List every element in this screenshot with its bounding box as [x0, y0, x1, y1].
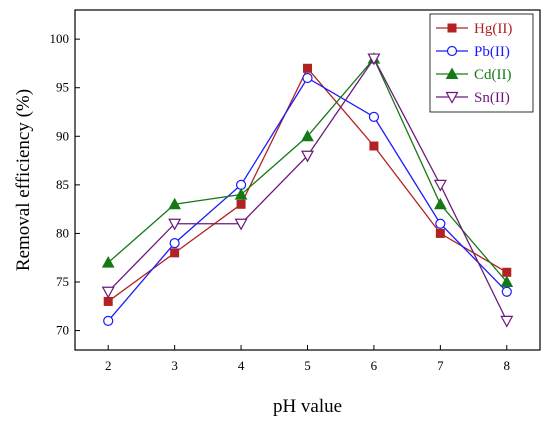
y-tick-label: 85: [56, 177, 69, 192]
data-point: [103, 315, 114, 326]
y-tick-label: 75: [56, 274, 69, 289]
data-point: [435, 218, 446, 229]
data-point: [168, 197, 181, 210]
legend-label: Pb(II): [474, 44, 510, 60]
x-tick-label: 8: [504, 358, 511, 373]
data-point: [300, 150, 315, 163]
x-tick-label: 5: [304, 358, 311, 373]
legend-entry: Hg(II): [436, 21, 512, 37]
data-point: [103, 296, 113, 306]
legend-label: Sn(II): [474, 90, 510, 106]
data-point: [369, 141, 379, 151]
legend-marker: [445, 91, 459, 104]
data-point: [236, 199, 246, 209]
data-point: [235, 179, 247, 190]
data-point: [434, 197, 447, 210]
y-tick-label: 95: [56, 80, 69, 95]
x-tick-label: 6: [371, 358, 378, 373]
x-tick-label: 7: [437, 358, 444, 373]
y-axis-title: Removal efficiency (%): [13, 89, 34, 271]
y-tick-label: 70: [56, 323, 69, 338]
data-point: [234, 188, 248, 200]
legend-marker: [446, 45, 458, 57]
data-point: [500, 315, 514, 328]
series-3: [101, 52, 514, 287]
y-tick-label: 80: [56, 225, 69, 240]
x-tick-label: 4: [238, 358, 245, 373]
legend-entry: Sn(II): [436, 90, 510, 106]
data-point: [435, 228, 445, 238]
plot-frame: [74, 9, 541, 351]
data-point: [500, 275, 514, 287]
data-point: [101, 286, 115, 299]
y-tick-label: 90: [56, 128, 69, 143]
ticks-layer: 2 3 4 5 6 7 8 70 75 80 85 90 95 100: [50, 31, 511, 373]
legend: Hg(II) Pb(II) Cd(II) Sn(II): [429, 13, 534, 113]
legend-label: Cd(II): [474, 67, 512, 83]
data-point: [367, 53, 381, 66]
legend-entry: Pb(II): [436, 44, 510, 60]
legend-marker: [445, 67, 459, 79]
series-layer: [101, 52, 514, 328]
legend-entry: Cd(II): [436, 67, 512, 83]
legend-frame: [429, 13, 534, 113]
x-axis-title: pH value: [273, 396, 342, 417]
data-point: [368, 111, 380, 122]
data-point: [502, 267, 512, 277]
data-point: [302, 72, 313, 84]
data-point: [169, 238, 180, 249]
data-point: [168, 218, 182, 231]
data-point: [101, 256, 115, 268]
data-point: [501, 286, 512, 297]
data-point: [301, 129, 314, 142]
data-point: [170, 248, 180, 258]
legend-label: Hg(II): [474, 21, 512, 37]
series-4: [101, 53, 514, 328]
x-tick-label: 3: [171, 358, 178, 373]
series-1: [103, 63, 512, 306]
data-point: [303, 63, 312, 73]
x-tick-label: 2: [105, 358, 112, 373]
data-point: [234, 218, 248, 231]
legend-marker: [447, 23, 457, 33]
data-point: [433, 179, 447, 192]
y-tick-label: 100: [50, 31, 70, 46]
